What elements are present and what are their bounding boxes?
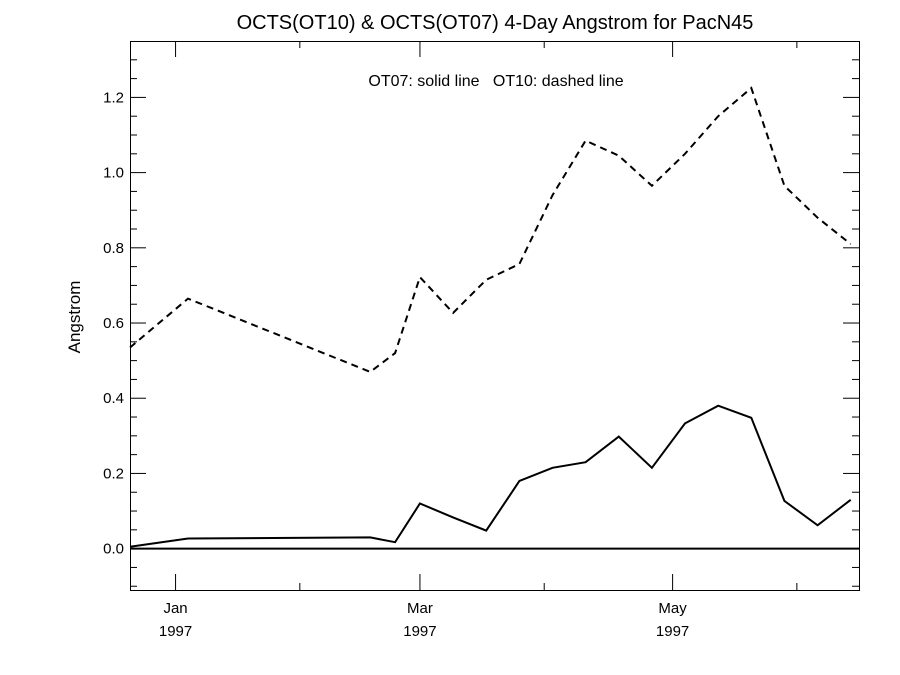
axes-layer: 0.0 0.2 0.4 0.6 0.8 1.0 1.2 Jan 1997 Mar 1997 May 19… [103, 41, 859, 640]
x-tick-label-month: Jan [163, 600, 187, 617]
series-line-solid [129, 404, 852, 548]
series-layer [129, 86, 852, 548]
chart-title: OCTS(OT10) & OCTS(OT07) 4-Day Angstrom f… [237, 12, 754, 34]
x-tick-label-month: May [658, 600, 687, 617]
plot-frame [130, 41, 860, 591]
y-tick-label: 0.8 [103, 240, 124, 257]
x-tick-label-month: Mar [407, 600, 433, 617]
x-tick-label-year: 1997 [656, 623, 689, 640]
y-tick-label: 0.2 [103, 465, 124, 482]
y-tick-label: 1.0 [103, 165, 124, 182]
y-tick-label: 0.4 [103, 390, 124, 407]
y-tick-label: 0.6 [103, 315, 124, 332]
series-line-dashed [129, 86, 852, 374]
y-tick-label: 0.0 [103, 541, 124, 558]
x-tick-label-year: 1997 [159, 623, 192, 640]
x-tick-label-year: 1997 [403, 623, 436, 640]
legend-annotation: OT07: solid line OT10: dashed line [368, 73, 623, 90]
y-tick-label: 1.2 [103, 89, 124, 106]
y-axis-label: Angstrom [65, 281, 84, 354]
